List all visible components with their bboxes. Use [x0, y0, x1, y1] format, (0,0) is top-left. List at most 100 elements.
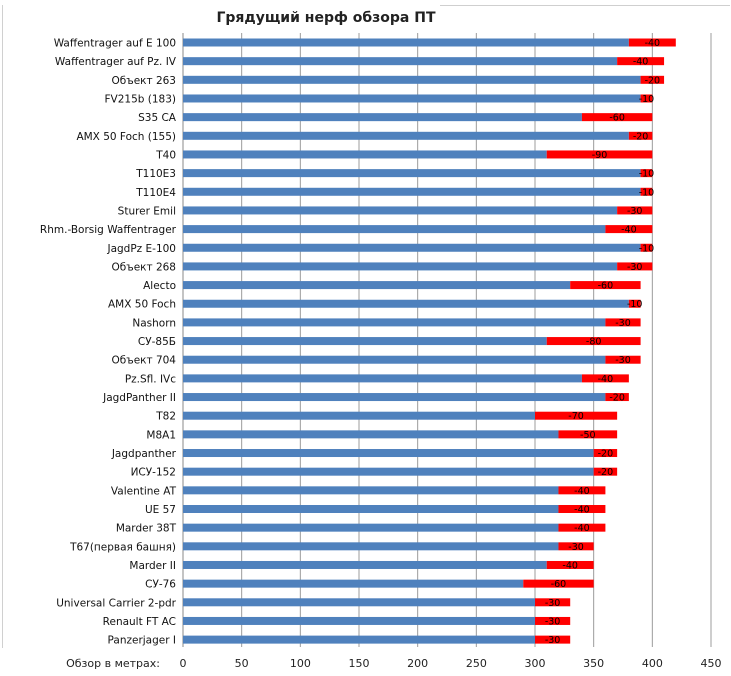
bar-nerf	[593, 449, 618, 458]
data-label: -20	[598, 449, 614, 460]
bar-nerf	[581, 113, 653, 122]
category-label: Объект 704	[112, 355, 177, 367]
data-label: -90	[592, 150, 608, 161]
x-tick-label: 150	[349, 657, 370, 670]
bar-nerf	[546, 560, 594, 569]
category-label: T67(первая башня)	[69, 541, 176, 553]
bar-base-view	[183, 206, 618, 215]
x-tick-label: 300	[525, 657, 546, 670]
category-label: T110E4	[135, 187, 176, 199]
data-label: -10	[639, 187, 655, 198]
bar-nerf	[640, 169, 653, 178]
data-label: -30	[545, 598, 561, 609]
category-label: Marder II	[129, 560, 176, 572]
bar-base-view	[183, 131, 629, 140]
category-label: JagdPz E-100	[106, 243, 176, 255]
category-label: СУ-76	[145, 579, 176, 591]
data-label: -40	[574, 523, 590, 534]
x-tick-label: 400	[642, 657, 663, 670]
bar-base-view	[183, 411, 535, 420]
bar-base-view	[183, 374, 582, 383]
bar-nerf	[628, 131, 653, 140]
data-label: -30	[568, 542, 584, 553]
data-label: -70	[568, 411, 584, 422]
category-label: JagdPanther II	[102, 392, 176, 404]
bar-base-view	[183, 75, 641, 84]
bar-nerf	[535, 616, 571, 625]
bar-nerf	[617, 206, 653, 215]
bar-base-view	[183, 318, 606, 327]
category-label: Valentine AT	[111, 485, 177, 497]
bar-base-view	[183, 449, 594, 458]
category-label: ИСУ-152	[131, 467, 176, 479]
category-label: Jagdpanther	[111, 448, 177, 460]
bar-nerf	[523, 579, 594, 588]
data-label: -60	[551, 579, 567, 590]
bar-nerf	[535, 411, 618, 420]
bar-base-view	[183, 598, 535, 607]
bar-base-view	[183, 57, 618, 66]
bar-nerf	[558, 523, 606, 532]
category-label: Объект 268	[112, 261, 176, 273]
bar-nerf	[558, 505, 606, 513]
data-label: -10	[639, 94, 655, 105]
category-label: M8A1	[146, 429, 176, 441]
bars-group	[183, 38, 676, 644]
category-label: UE 57	[145, 504, 176, 516]
data-label: -10	[627, 299, 643, 310]
data-label: -40	[574, 505, 590, 516]
bar-nerf	[617, 57, 665, 66]
x-tick-label: 450	[701, 657, 722, 670]
bar-base-view	[183, 505, 559, 513]
category-label: T82	[155, 411, 176, 423]
bar-base-view	[183, 299, 629, 308]
x-tick-labels: 0 50 100 150 200 250 300 350 400 450	[180, 657, 722, 670]
data-label: -30	[615, 355, 631, 366]
bar-base-view	[183, 616, 535, 625]
category-label: Renault FT AC	[103, 616, 176, 628]
bar-base-view	[183, 579, 524, 588]
x-tick-label: 50	[235, 657, 249, 670]
bar-nerf	[640, 243, 653, 252]
x-tick-label: 200	[407, 657, 428, 670]
bar-base-view	[183, 430, 559, 439]
category-label: Sturer Emil	[118, 205, 176, 217]
bar-nerf	[593, 467, 618, 476]
data-label: -30	[615, 318, 631, 329]
data-label: -20	[633, 131, 649, 142]
category-label: Panzerjager I	[108, 635, 176, 647]
bar-nerf	[628, 299, 641, 308]
data-label: -40	[598, 374, 614, 385]
x-tick-label: 250	[466, 657, 487, 670]
bar-nerf	[558, 542, 594, 551]
bar-nerf	[581, 374, 629, 383]
bar-base-view	[183, 113, 582, 122]
bar-base-view	[183, 355, 606, 364]
x-tick-label: 100	[290, 657, 311, 670]
bar-nerf	[546, 337, 641, 346]
data-label: -80	[586, 337, 602, 348]
bar-base-view	[183, 38, 629, 47]
bar-base-view	[183, 486, 559, 495]
category-labels: Waffentrager auf E 100 Waffentrager auf P…	[40, 38, 177, 647]
bar-nerf	[535, 635, 571, 644]
bar-nerf	[617, 262, 653, 271]
bar-base-view	[183, 243, 641, 252]
data-label: -40	[621, 225, 637, 236]
category-label: FV215b (183)	[104, 93, 176, 105]
bar-nerf	[640, 75, 665, 84]
category-label: Pz.Sfl. IVc	[125, 373, 176, 385]
data-label: -10	[639, 169, 655, 180]
data-label: -40	[562, 560, 578, 571]
data-label: -30	[545, 635, 561, 646]
category-label: AMX 50 Foch (155)	[76, 131, 176, 143]
bar-nerf	[605, 393, 629, 402]
bar-nerf	[558, 486, 606, 495]
data-label: -30	[627, 262, 643, 273]
category-label: S35 CA	[138, 112, 177, 124]
bar-base-view	[183, 169, 641, 178]
bar-base-view	[183, 94, 641, 103]
bar-base-view	[183, 393, 606, 402]
bar-nerf	[605, 225, 653, 234]
data-label: -20	[609, 393, 625, 404]
